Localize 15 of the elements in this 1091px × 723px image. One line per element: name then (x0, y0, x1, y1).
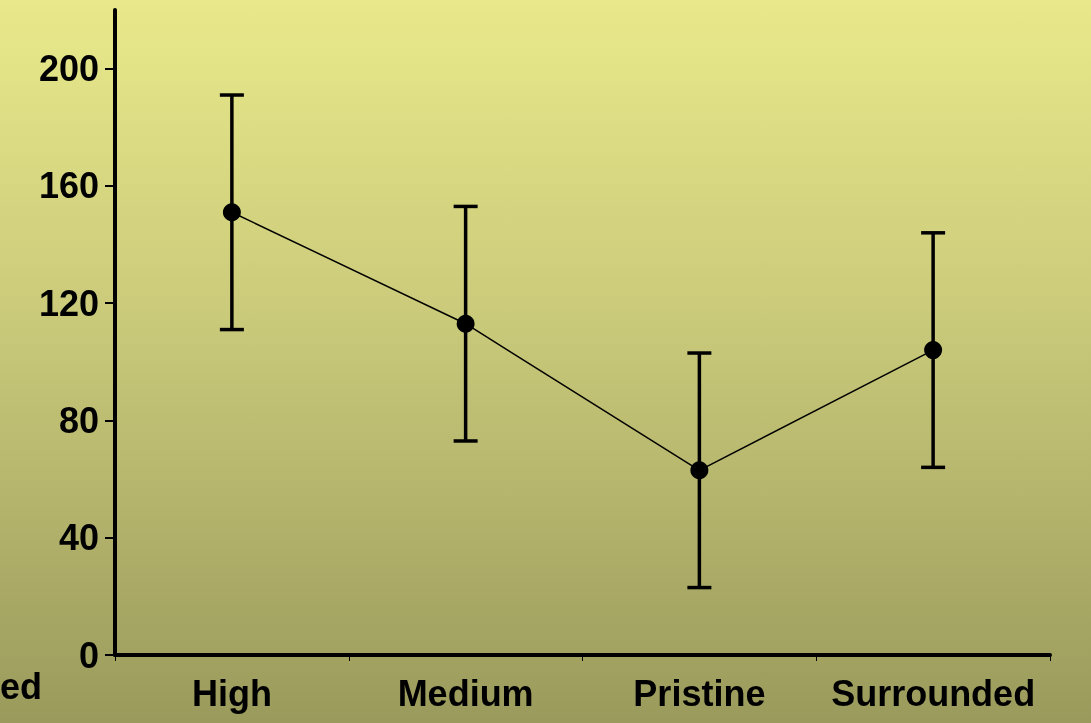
y-tick-label: 200 (38, 48, 99, 90)
y-tick-label: 120 (38, 282, 99, 324)
y-tick-label: 80 (58, 399, 99, 441)
point (222, 203, 241, 222)
y-tick-label: 40 (58, 517, 99, 559)
x-tick-label: High (191, 672, 272, 714)
y-tick-label: 160 (38, 165, 99, 207)
y-tick-label: 0 (78, 634, 99, 676)
text: ed (0, 665, 43, 707)
point (924, 341, 943, 360)
x-tick-label: Medium (397, 672, 534, 714)
x-tick-label: Surrounded (831, 672, 1036, 714)
point (690, 461, 709, 480)
x-tick-label: Pristine (633, 672, 766, 714)
point (456, 314, 475, 333)
